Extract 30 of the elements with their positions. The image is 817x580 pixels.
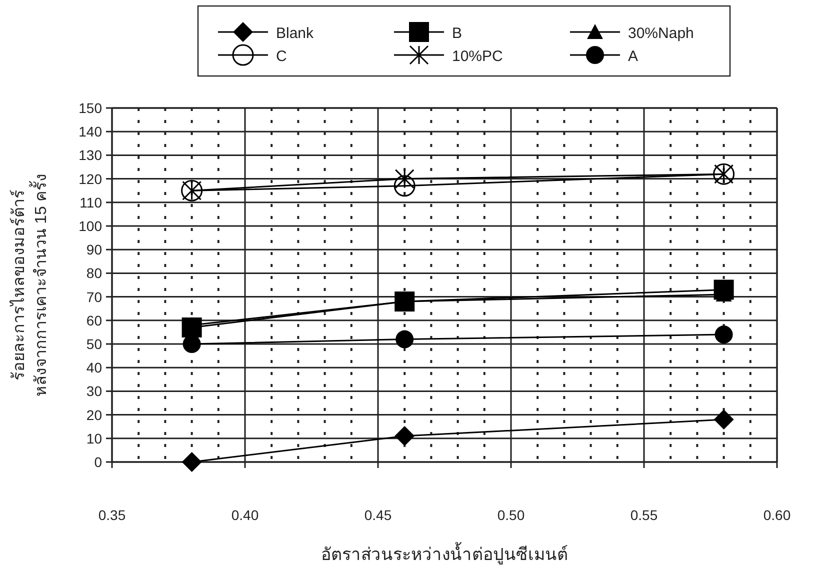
y-tick-label: 20: [86, 406, 102, 423]
y-tick-label: 40: [86, 360, 102, 376]
legend-label: C: [276, 48, 287, 65]
y-tick-label: 10: [86, 430, 102, 446]
y-axis-title: ร้อยละการไหลของมอร์ต้าร์ หลังจากการเคาะจำนวน 15 ครั้ง: [9, 174, 50, 396]
x-tick-label: 0.40: [231, 507, 259, 523]
x-tick-label: 0.45: [364, 507, 392, 523]
legend-label: B: [452, 25, 462, 42]
x-tick-label: 0.55: [630, 507, 658, 523]
x-tick-label: 0.50: [497, 507, 525, 523]
legend-label: 10%PC: [452, 48, 504, 65]
x-tick-label: 0.35: [98, 507, 126, 523]
y-tick-label: 30: [86, 383, 102, 400]
y-tick-label: 50: [86, 336, 102, 352]
y-tick-label: 70: [86, 288, 102, 305]
legend-label: 30%Naph: [628, 25, 694, 42]
y-tick-label: 140: [78, 124, 102, 140]
y-tick-label: 60: [86, 312, 102, 328]
y-tick-label: 150: [78, 100, 102, 116]
legend-label: A: [628, 48, 638, 65]
y-tick-label: 80: [86, 265, 102, 282]
x-tick-label: 0.60: [763, 507, 791, 523]
x-axis-title: อัตราส่วนระหว่างน้ำต่อปูนซีเมนต์: [321, 542, 568, 565]
legend-label: Blank: [276, 25, 314, 42]
y-tick-label: 120: [78, 170, 102, 187]
y-tick-label: 130: [78, 147, 102, 164]
y-tick-label: 90: [86, 242, 102, 258]
y-tick-label: 0: [94, 454, 102, 470]
y-tick-label: 110: [80, 194, 102, 210]
y-tick-label: 100: [78, 218, 102, 234]
